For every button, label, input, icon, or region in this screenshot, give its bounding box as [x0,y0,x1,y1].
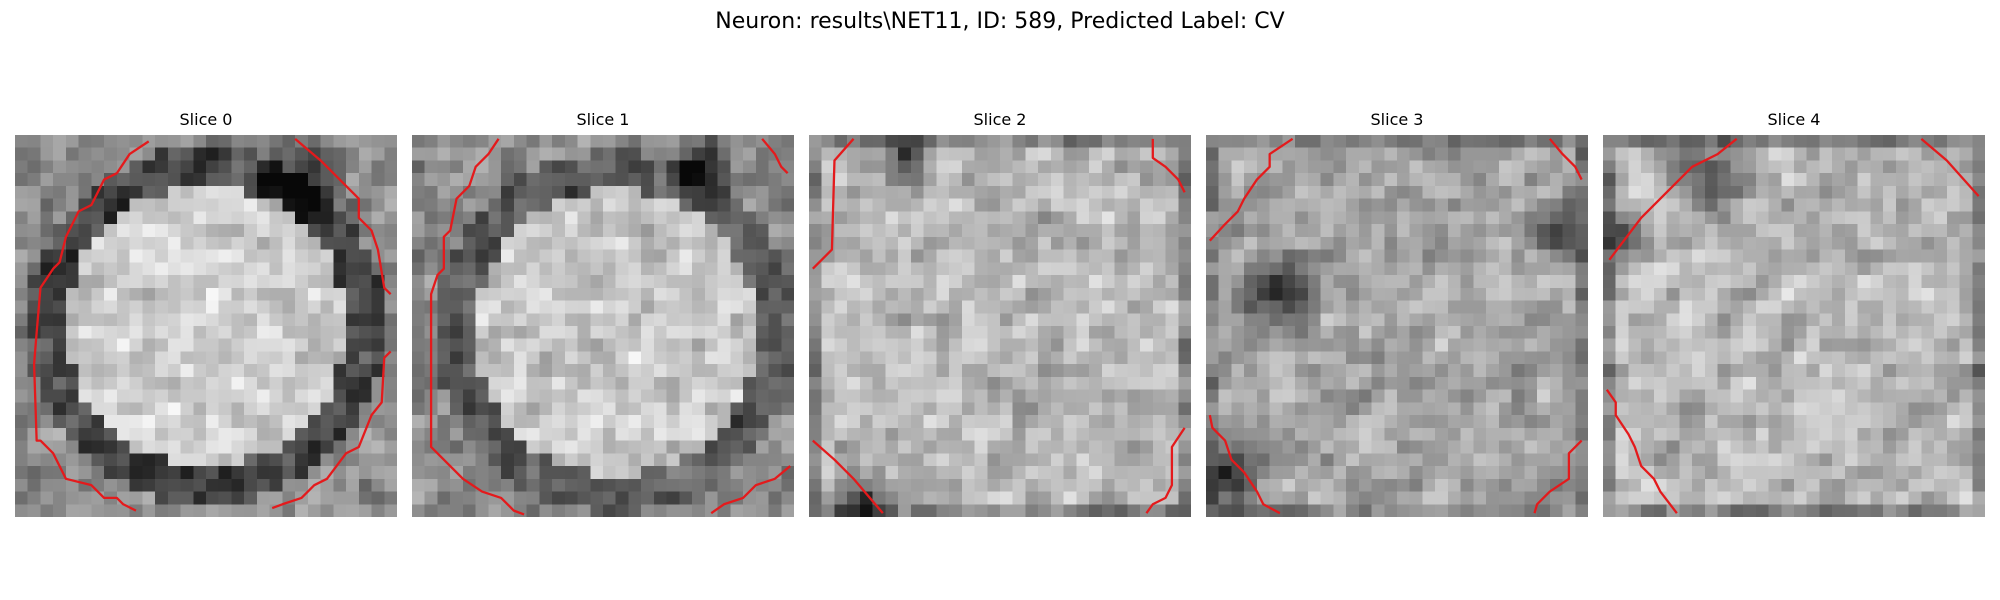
contour-line [1920,137,1980,197]
contour-line [1548,138,1583,181]
contour-line [1608,137,1738,261]
slice-image [412,135,794,517]
contour-line [429,138,525,516]
slice-title: Slice 4 [1767,110,1821,129]
contour-line [1533,439,1583,514]
slice-title: Slice 2 [973,110,1027,129]
pixel-grid [15,135,397,517]
pixel-grid [809,135,1191,517]
contour-line [1208,414,1281,515]
figure-title: Neuron: results\NET11, ID: 589, Predicte… [715,9,1285,34]
slice-title: Slice 3 [1370,110,1424,129]
pixel-grid [1603,135,1985,517]
contour-line [1208,137,1294,242]
contour-line [32,140,150,512]
slice-image [1603,135,1985,517]
slice-image [1206,135,1588,517]
contour-line [812,138,855,270]
contour-line [761,138,789,175]
contour-line [1605,389,1678,514]
slice-image [15,135,397,517]
contour-line [294,137,392,295]
contour-line [271,350,392,510]
contour-line [1151,138,1186,193]
contour-line [710,465,791,515]
contour-line [812,439,884,514]
slice-image [809,135,1191,517]
contour-line [1145,427,1186,514]
pixel-grid [412,135,794,517]
slice-title: Slice 1 [576,110,630,129]
slice-title: Slice 0 [179,110,233,129]
pixel-grid [1206,135,1588,517]
